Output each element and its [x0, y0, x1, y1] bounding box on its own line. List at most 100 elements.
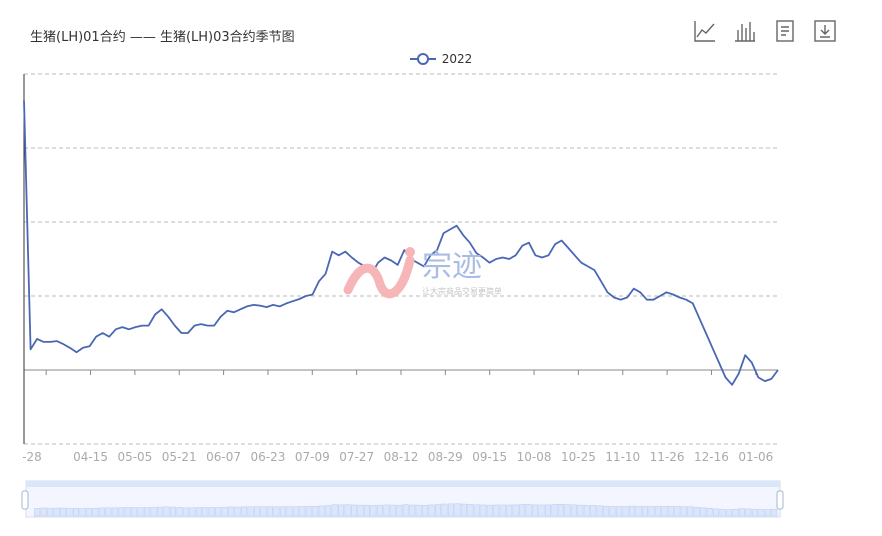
- data-zoom-preview-bar: [234, 506, 241, 517]
- data-zoom-preview-bar: [764, 509, 771, 517]
- data-zoom-preview-bar: [286, 506, 293, 517]
- data-zoom-preview-bar: [157, 506, 164, 517]
- data-zoom-preview-bar: [169, 506, 177, 517]
- x-axis-ticks: -28 04-15 05-05 05-21 06-07 06-23 07-09 07-27 08…: [22, 370, 773, 464]
- data-zoom-preview-bar: [499, 504, 506, 517]
- x-tick-label: 07-09: [295, 450, 330, 464]
- data-zoom-preview-bar: [538, 504, 545, 517]
- data-zoom-left-handle[interactable]: [21, 490, 29, 510]
- x-tick-label: 09-15: [472, 450, 507, 464]
- data-zoom-preview-bar: [396, 504, 403, 517]
- data-zoom-preview-bar: [525, 504, 532, 517]
- data-zoom-preview-bar: [409, 504, 416, 517]
- data-zoom-preview-bar: [189, 507, 196, 517]
- data-zoom-preview-bar: [370, 505, 377, 517]
- data-zoom-preview-bar: [318, 505, 325, 517]
- x-tick-label: 06-23: [251, 450, 286, 464]
- data-zoom-preview-bar: [557, 503, 564, 517]
- data-zoom-preview-bar: [305, 506, 312, 517]
- data-zoom-right-handle[interactable]: [776, 490, 784, 510]
- data-zoom-preview-bar: [34, 508, 41, 517]
- data-zoom-preview-bar: [519, 504, 526, 517]
- data-zoom-preview-bar: [357, 504, 364, 517]
- data-zoom-preview-bar: [273, 506, 280, 517]
- x-tick-label: 11-10: [605, 450, 640, 464]
- data-zoom-preview-bar: [486, 504, 493, 517]
- data-zoom-preview-bar: [532, 504, 539, 517]
- legend[interactable]: 2022: [0, 52, 882, 66]
- x-tick-label: 10-08: [517, 450, 552, 464]
- x-tick-label: -28: [22, 450, 42, 464]
- data-zoom-preview-bar: [195, 507, 202, 517]
- data-zoom-preview-bar: [654, 506, 661, 517]
- data-zoom-preview-bar: [338, 504, 345, 517]
- data-zoom-preview-bar: [47, 507, 54, 517]
- data-zoom-preview-bar: [693, 506, 700, 517]
- data-zoom-preview-bar: [609, 506, 616, 517]
- data-zoom-preview: [34, 503, 778, 517]
- data-zoom-preview-bar: [124, 507, 131, 517]
- data-zoom-preview-bar: [480, 504, 487, 517]
- data-zoom-preview-bar: [260, 506, 267, 517]
- data-zoom-preview-bar: [551, 504, 558, 517]
- x-tick-label: 05-05: [117, 450, 152, 464]
- data-zoom-preview-bar: [674, 506, 681, 517]
- legend-line-marker-icon: [409, 53, 436, 65]
- data-zoom-slider: [21, 480, 784, 518]
- data-zoom-preview-bar: [312, 506, 319, 517]
- data-zoom-preview-bar: [266, 506, 273, 517]
- data-zoom-preview-bar: [512, 504, 519, 517]
- data-zoom-preview-bar: [460, 503, 467, 517]
- data-zoom-preview-bar: [441, 503, 448, 517]
- data-zoom-preview-bar: [376, 504, 383, 517]
- data-zoom-preview-bar: [85, 508, 92, 517]
- data-zoom-preview-bar: [176, 507, 183, 517]
- data-zoom-preview-bar: [732, 509, 739, 517]
- data-zoom-preview-bar: [389, 504, 396, 517]
- line-chart-icon[interactable]: [692, 18, 718, 44]
- data-zoom-preview-bar: [544, 504, 552, 517]
- data-zoom-preview-bar: [253, 506, 261, 517]
- x-tick-label: 04-15: [73, 450, 108, 464]
- data-zoom-preview-bar: [350, 504, 358, 517]
- data-zoom-preview-bar: [221, 506, 228, 517]
- data-zoom-preview-bar: [415, 504, 422, 517]
- data-zoom-preview-bar: [383, 504, 390, 517]
- x-tick-label: 08-29: [428, 450, 463, 464]
- data-zoom-preview-bar: [745, 508, 752, 517]
- data-zoom-preview-bar: [577, 504, 584, 517]
- data-zoom-preview-bar: [706, 508, 713, 517]
- data-zoom-preview-bar: [725, 509, 733, 517]
- download-icon[interactable]: [812, 18, 838, 44]
- x-tick-label: 06-07: [206, 450, 241, 464]
- data-zoom-preview-bar: [150, 507, 157, 517]
- data-zoom-preview-bar: [700, 507, 707, 517]
- data-zoom-preview-bar: [603, 505, 610, 517]
- data-zoom-preview-bar: [241, 506, 248, 517]
- data-zoom-preview-bar: [422, 504, 429, 517]
- data-zoom-preview-bar: [667, 506, 674, 517]
- data-zoom-preview-bar: [105, 507, 112, 517]
- data-zoom-preview-bar: [473, 504, 480, 517]
- data-view-icon[interactable]: [772, 18, 798, 44]
- x-tick-label: 10-25: [561, 450, 596, 464]
- x-tick-label: 01-06: [738, 450, 773, 464]
- data-zoom-preview-bar: [215, 507, 222, 517]
- data-zoom-preview-bar: [40, 507, 47, 517]
- data-zoom-preview-bar: [719, 509, 726, 517]
- data-zoom-preview-bar: [292, 506, 299, 517]
- data-zoom-preview-bar: [131, 507, 138, 517]
- data-zoom-preview-bar: [467, 504, 474, 517]
- data-zoom-preview-bar: [751, 509, 758, 517]
- data-zoom-preview-bar: [137, 507, 144, 517]
- x-tick-label: 12-16: [694, 450, 729, 464]
- data-zoom-preview-bar: [635, 505, 642, 517]
- data-zoom-preview-bar: [182, 507, 189, 517]
- data-zoom-preview-bar: [66, 507, 73, 517]
- data-zoom-preview-bar: [228, 506, 235, 517]
- data-zoom-preview-bar: [648, 506, 655, 517]
- data-zoom-preview-bar: [447, 503, 455, 517]
- bar-chart-icon[interactable]: [732, 18, 758, 44]
- series-line-2022: [23, 100, 779, 386]
